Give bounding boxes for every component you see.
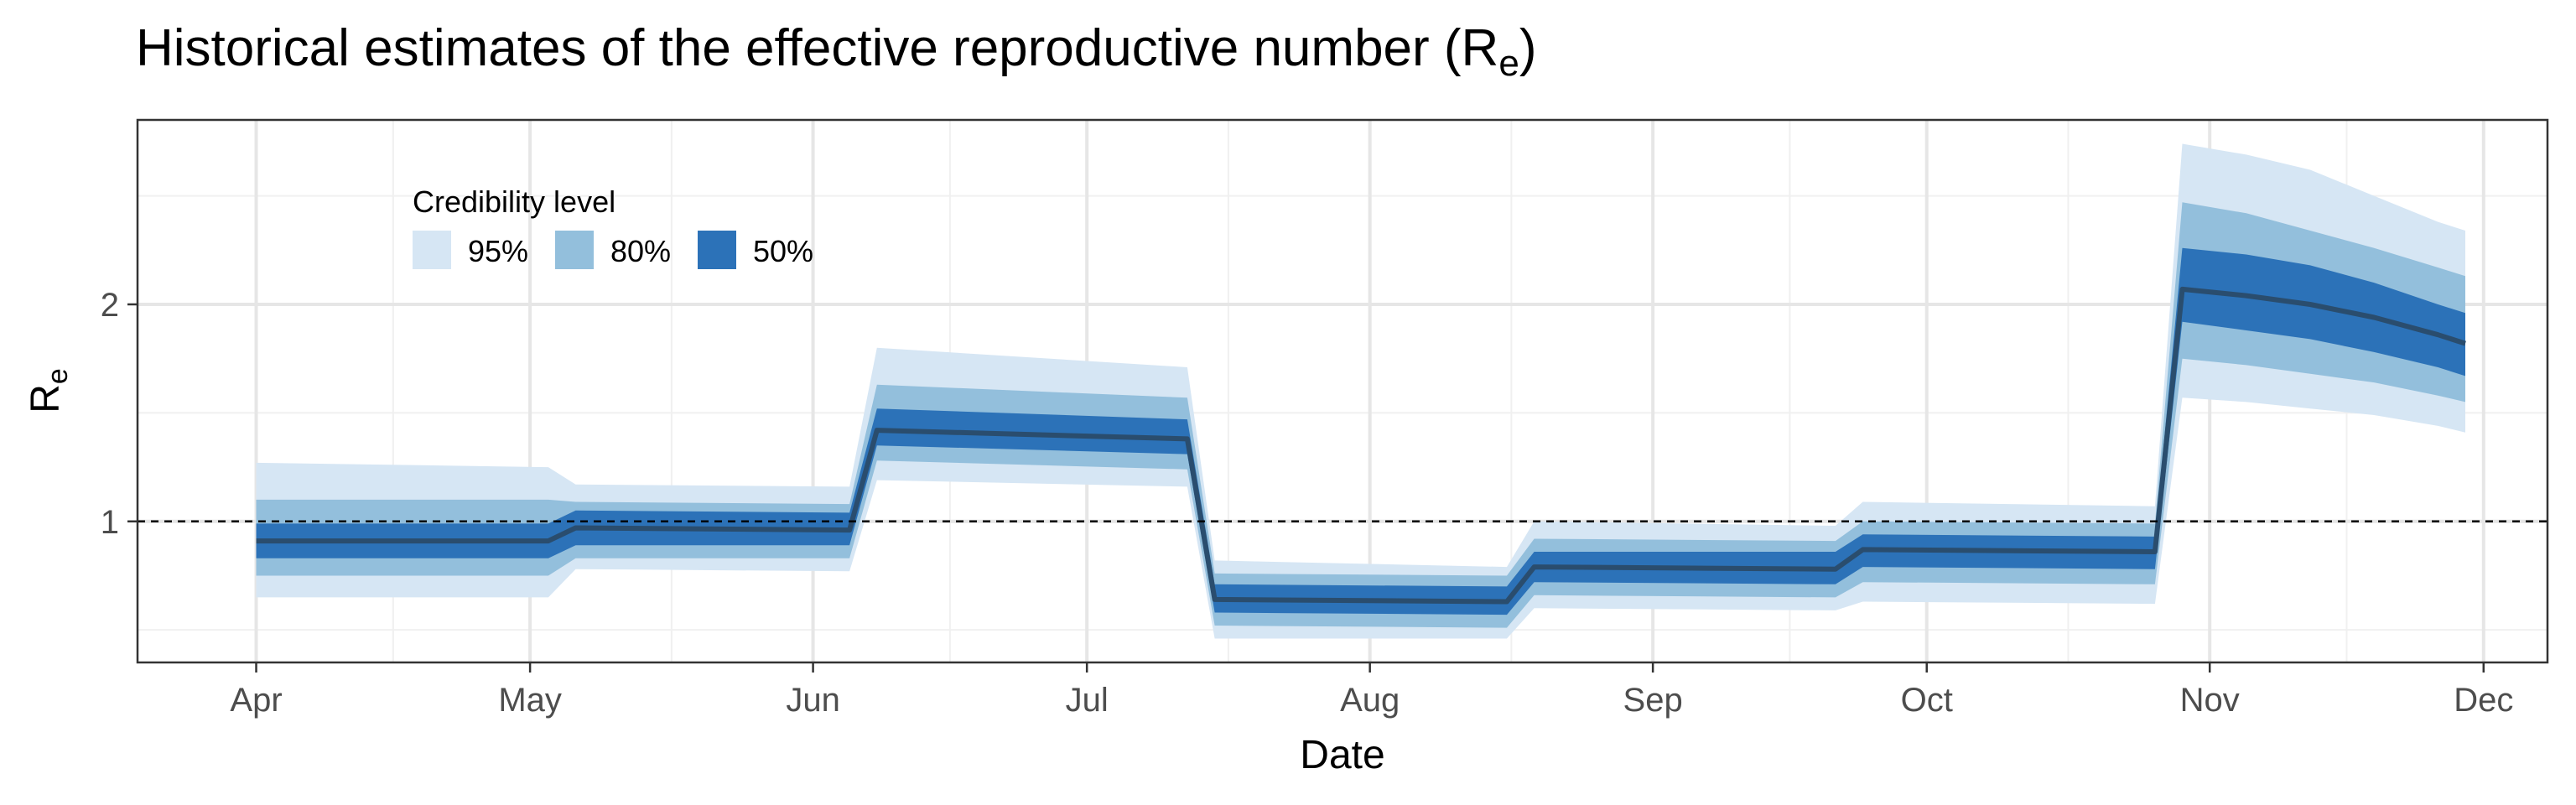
x-tick-label: Apr bbox=[230, 682, 282, 719]
chart-title-subscript: e bbox=[1498, 43, 1519, 84]
x-tick-label: May bbox=[498, 682, 562, 719]
legend: Credibility level 95% 80% 50% bbox=[413, 184, 813, 269]
x-tick-label: Jun bbox=[786, 682, 840, 719]
legend-entries: 95% 80% 50% bbox=[413, 231, 813, 269]
x-tick-label: Sep bbox=[1623, 682, 1683, 719]
y-axis-title-subscript: e bbox=[42, 368, 74, 384]
x-tick-label: Oct bbox=[1901, 682, 1953, 719]
x-axis-title: Date bbox=[1300, 733, 1384, 777]
x-axis: Apr May Jun Jul Aug Sep Oct Nov Dec bbox=[230, 662, 2513, 719]
chart-title: Historical estimates of the effective re… bbox=[136, 19, 1536, 84]
legend-key-95 bbox=[413, 231, 451, 269]
plot-border bbox=[136, 118, 2549, 664]
x-tick-label: Jul bbox=[1066, 682, 1109, 719]
y-axis: 12 bbox=[101, 287, 138, 541]
median-layer bbox=[256, 286, 2466, 605]
x-tick-label: Aug bbox=[1340, 682, 1400, 719]
x-tick-label: Nov bbox=[2180, 682, 2240, 719]
y-tick-label: 2 bbox=[101, 287, 119, 324]
legend-label: 80% bbox=[610, 234, 671, 268]
y-tick-label: 1 bbox=[101, 504, 119, 541]
y-axis-title: Re bbox=[23, 368, 74, 413]
legend-title: Credibility level bbox=[413, 184, 615, 219]
median-line bbox=[256, 286, 2466, 605]
y-axis-title-main: R bbox=[23, 384, 68, 413]
legend-label: 95% bbox=[468, 234, 528, 268]
legend-key-80 bbox=[555, 231, 594, 269]
legend-label: 50% bbox=[753, 234, 813, 268]
band-50 bbox=[256, 247, 2465, 615]
legend-key-50 bbox=[698, 231, 736, 269]
x-tick-label: Dec bbox=[2454, 682, 2513, 719]
chart-title-suffix: ) bbox=[1519, 19, 1537, 77]
